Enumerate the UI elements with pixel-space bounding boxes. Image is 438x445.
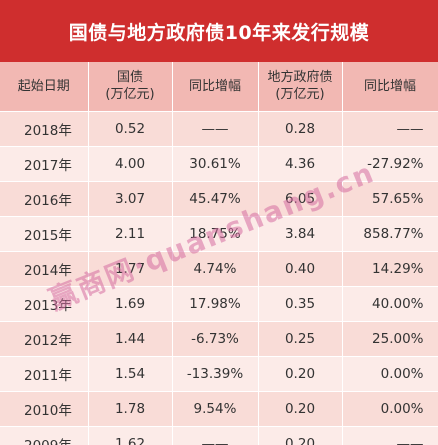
table-body: 2018年 0.52 —— 0.28 —— 2017年 4.00 30.61% 4.36 -27.… xyxy=(0,111,438,445)
cell-gov-yoy: —— xyxy=(172,426,259,445)
cell-year: 2012年 xyxy=(0,321,89,357)
cell-gov-bond: 1.78 xyxy=(88,391,173,427)
cell-local-yoy: —— xyxy=(342,426,438,445)
header-gov-bond-title: 国债 xyxy=(116,70,143,86)
cell-local-yoy: 40.00% xyxy=(342,286,438,322)
cell-year: 2010年 xyxy=(0,391,89,427)
cell-local-yoy: 0.00% xyxy=(342,391,438,427)
cell-local-bond: 3.84 xyxy=(258,216,343,252)
cell-local-yoy: 25.00% xyxy=(342,321,438,357)
header-local-bond-unit: (万亿元) xyxy=(275,87,325,103)
table-row: 2010年 1.78 9.54% 0.20 0.00% xyxy=(0,391,438,427)
header-row: 起始日期 国债 (万亿元) 同比增幅 地方政府债 (万亿元) 同比增幅 xyxy=(0,62,438,112)
table-row: 2009年1.62——0.20—— xyxy=(0,426,438,445)
cell-gov-bond: 1.62 xyxy=(88,426,173,445)
cell-gov-bond: 0.52 xyxy=(88,111,173,147)
cell-gov-yoy: 9.54% xyxy=(172,391,259,427)
cell-gov-yoy: -6.73% xyxy=(172,321,259,357)
cell-local-yoy: 57.65% xyxy=(342,181,438,217)
cell-local-yoy: 858.77% xyxy=(342,216,438,252)
cell-local-bond: 0.20 xyxy=(258,356,343,392)
cell-gov-yoy: —— xyxy=(172,111,259,147)
table-title: 国债与地方政府债10年来发行规模 xyxy=(0,0,438,62)
header-gov-yoy: 同比增幅 xyxy=(172,62,259,112)
cell-year: 2015年 xyxy=(0,216,89,252)
header-gov-bond: 国债 (万亿元) xyxy=(88,62,173,112)
cell-year: 2011年 xyxy=(0,356,89,392)
header-start-date: 起始日期 xyxy=(0,62,89,112)
cell-local-yoy: 0.00% xyxy=(342,356,438,392)
cell-year: 2013年 xyxy=(0,286,89,322)
table-row: 2011年 1.54 -13.39% 0.20 0.00% xyxy=(0,356,438,392)
cell-local-bond: 0.28 xyxy=(258,111,343,147)
cell-local-bond: 6.05 xyxy=(258,181,343,217)
cell-gov-yoy: -13.39% xyxy=(172,356,259,392)
cell-year: 2017年 xyxy=(0,146,89,182)
cell-year: 2009年 xyxy=(0,426,89,445)
table-row: 2014年 1.77 4.74% 0.40 14.29% xyxy=(0,251,438,287)
cell-local-bond: 4.36 xyxy=(258,146,343,182)
cell-local-bond: 0.20 xyxy=(258,426,343,445)
cell-gov-yoy: 30.61% xyxy=(172,146,259,182)
table-row: 2016年 3.07 45.47% 6.05 57.65% xyxy=(0,181,438,217)
cell-year: 2014年 xyxy=(0,251,89,287)
cell-gov-yoy: 18.75% xyxy=(172,216,259,252)
cell-local-bond: 0.25 xyxy=(258,321,343,357)
cell-gov-yoy: 17.98% xyxy=(172,286,259,322)
table-row: 2018年 0.52 —— 0.28 —— xyxy=(0,111,438,147)
table-row: 2013年 1.69 17.98% 0.35 40.00% xyxy=(0,286,438,322)
cell-gov-bond: 1.69 xyxy=(88,286,173,322)
cell-local-bond: 0.20 xyxy=(258,391,343,427)
cell-gov-bond: 2.11 xyxy=(88,216,173,252)
header-local-yoy: 同比增幅 xyxy=(342,62,438,112)
cell-local-yoy: 14.29% xyxy=(342,251,438,287)
cell-year: 2016年 xyxy=(0,181,89,217)
table-row: 2015年 2.11 18.75% 3.84 858.77% xyxy=(0,216,438,252)
cell-gov-bond: 1.44 xyxy=(88,321,173,357)
cell-gov-bond: 1.54 xyxy=(88,356,173,392)
cell-local-yoy: —— xyxy=(342,111,438,147)
header-local-bond-title: 地方政府债 xyxy=(267,70,333,86)
bond-issuance-table: 起始日期 国债 (万亿元) 同比增幅 地方政府债 (万亿元) 同比增幅 2018… xyxy=(0,62,438,445)
cell-gov-bond: 1.77 xyxy=(88,251,173,287)
header-local-bond: 地方政府债 (万亿元) xyxy=(258,62,343,112)
table-row: 2017年 4.00 30.61% 4.36 -27.92% xyxy=(0,146,438,182)
cell-gov-bond: 3.07 xyxy=(88,181,173,217)
cell-gov-yoy: 4.74% xyxy=(172,251,259,287)
cell-local-yoy: -27.92% xyxy=(342,146,438,182)
cell-gov-yoy: 45.47% xyxy=(172,181,259,217)
cell-local-bond: 0.35 xyxy=(258,286,343,322)
cell-local-bond: 0.40 xyxy=(258,251,343,287)
table-row: 2012年 1.44 -6.73% 0.25 25.00% xyxy=(0,321,438,357)
header-gov-bond-unit: (万亿元) xyxy=(105,87,155,103)
cell-year: 2018年 xyxy=(0,111,89,147)
cell-gov-bond: 4.00 xyxy=(88,146,173,182)
